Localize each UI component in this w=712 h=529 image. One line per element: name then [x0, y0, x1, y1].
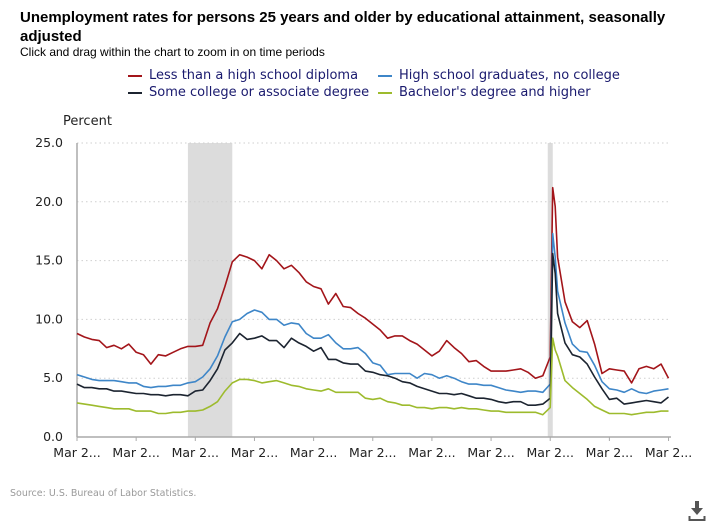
source-note: Source: U.S. Bureau of Labor Statistics. — [10, 488, 197, 499]
x-tick-label: Mar 2... — [527, 445, 574, 460]
legend-swatch — [128, 91, 142, 94]
x-tick-label: Mar 2... — [467, 445, 514, 460]
chart-title: Unemployment rates for persons 25 years … — [20, 9, 666, 45]
download-icon — [688, 501, 706, 521]
legend-item-less-than-high-school[interactable]: Less than a high school diploma — [128, 68, 358, 83]
y-tick-label: 15.0 — [35, 253, 63, 268]
y-axis-label: Percent — [63, 114, 112, 129]
chart-subtitle: Click and drag within the chart to zoom … — [20, 45, 325, 59]
x-tick-label: Mar 2... — [645, 445, 692, 460]
legend-swatch — [378, 74, 392, 77]
legend-label: Bachelor's degree and higher — [399, 85, 591, 100]
x-tick-label: Mar 2... — [112, 445, 159, 460]
x-tick-label: Mar 2... — [586, 445, 633, 460]
y-tick-label: 5.0 — [43, 370, 63, 385]
y-tick-label: 25.0 — [35, 135, 63, 150]
y-tick-label: 10.0 — [35, 311, 63, 326]
x-tick-label: Mar 2... — [53, 445, 100, 460]
legend-item-bachelors[interactable]: Bachelor's degree and higher — [378, 85, 591, 100]
download-button[interactable] — [688, 500, 706, 522]
x-tick-label: Mar 2... — [290, 445, 337, 460]
recession-band — [187, 143, 233, 437]
y-tick-label: 0.0 — [43, 429, 63, 444]
series-line-2 — [76, 252, 669, 406]
x-tick-label: Mar 2... — [408, 445, 455, 460]
legend-label: Some college or associate degree — [149, 85, 370, 100]
legend-swatch — [128, 74, 142, 77]
legend-label: High school graduates, no college — [399, 68, 620, 83]
series-line-1 — [76, 232, 669, 395]
legend-swatch — [378, 91, 392, 94]
y-tick-label: 20.0 — [35, 194, 63, 209]
recession-band — [547, 143, 553, 437]
x-tick-label: Mar 2... — [172, 445, 219, 460]
series-line-3 — [76, 337, 669, 416]
legend-item-high-school-graduates[interactable]: High school graduates, no college — [378, 68, 620, 83]
x-tick-label: Mar 2... — [349, 445, 396, 460]
series-line-0 — [76, 186, 670, 384]
x-tick-label: Mar 2... — [231, 445, 278, 460]
legend-label: Less than a high school diploma — [149, 68, 359, 83]
legend-item-some-college[interactable]: Some college or associate degree — [128, 85, 369, 100]
